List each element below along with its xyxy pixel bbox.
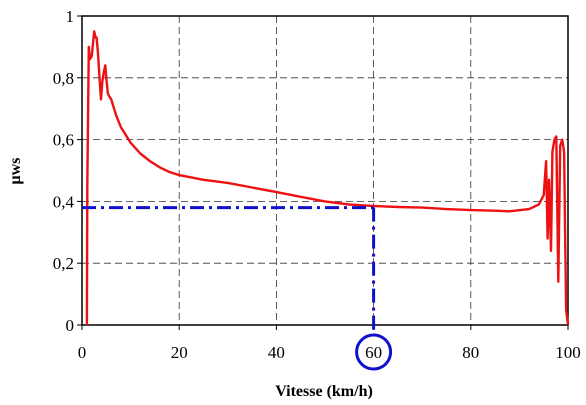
y-tick-label: 0,6 <box>53 131 74 150</box>
plot-frame <box>81 15 569 326</box>
tick-labels: 0 20 40 60 80 100 0 0,2 0,4 0,6 0,8 1 <box>53 7 581 371</box>
y-tick-label: 0,2 <box>53 254 74 273</box>
x-tick-label: 60 <box>365 343 382 362</box>
highlight-circle <box>355 333 393 371</box>
x-tick-label: 20 <box>171 343 188 362</box>
x-tick-label: 80 <box>462 343 479 362</box>
y-tick-label: 0,4 <box>53 192 75 211</box>
x-tick-label: 40 <box>268 343 285 362</box>
guide-layer <box>82 206 376 333</box>
x-tick-label: 0 <box>78 343 87 362</box>
series-line <box>85 30 570 326</box>
y-tick-label: 1 <box>66 7 75 26</box>
y-axis-label: μws <box>7 158 24 185</box>
series-layer <box>85 30 570 326</box>
x-tick-label: 100 <box>555 343 581 362</box>
y-tick-label: 0,8 <box>53 69 74 88</box>
y-tick-label: 0 <box>66 316 75 335</box>
grid <box>82 16 568 325</box>
ticks <box>77 15 569 330</box>
x-axis-label: Vitesse (km/h) <box>275 383 373 400</box>
